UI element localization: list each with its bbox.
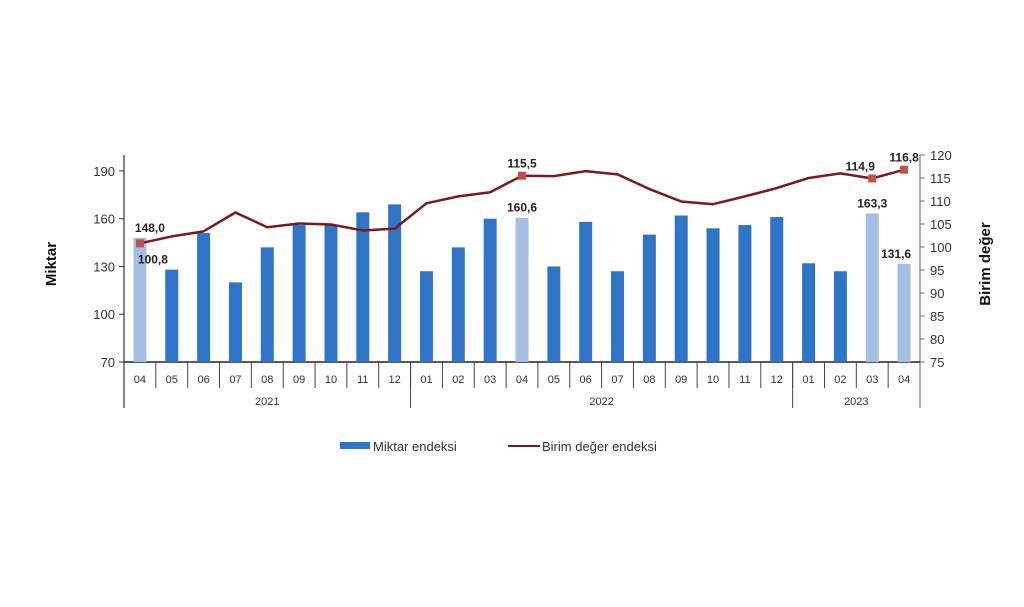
bar <box>165 269 179 362</box>
left-tick-label: 160 <box>93 212 115 227</box>
x-tick-label: 06 <box>580 374 592 386</box>
x-tick-label: 08 <box>261 374 273 386</box>
right-tick-label: 75 <box>930 355 944 370</box>
x-tick-label: 11 <box>357 374 368 386</box>
line-marker <box>868 174 877 183</box>
bar <box>292 225 306 362</box>
x-tick-label: 03 <box>484 374 496 386</box>
left-axis-title: Miktar <box>43 242 60 286</box>
bar <box>356 212 370 362</box>
right-tick-label: 100 <box>930 240 952 255</box>
year-label: 2023 <box>844 396 868 408</box>
x-tick-label: 04 <box>134 374 146 386</box>
x-tick-label: 01 <box>420 374 432 386</box>
right-tick-label: 80 <box>930 332 944 347</box>
bar-data-label: 148,0 <box>135 221 165 235</box>
bar <box>897 263 911 362</box>
x-tick-label: 12 <box>771 374 783 386</box>
left-tick-label: 190 <box>93 164 115 179</box>
bar <box>197 233 211 362</box>
line-data-label: 100,8 <box>138 252 168 266</box>
x-tick-label: 05 <box>548 374 560 386</box>
x-tick-label: 06 <box>197 374 209 386</box>
bar <box>133 237 147 362</box>
right-tick-label: 90 <box>930 286 944 301</box>
line-marker <box>135 239 144 248</box>
legend-label-line: Birim değer endeksi <box>542 439 657 454</box>
x-tick-label: 01 <box>802 374 814 386</box>
right-tick-label: 120 <box>930 148 952 163</box>
bar <box>674 215 688 362</box>
bar <box>260 247 274 362</box>
bar <box>865 213 879 362</box>
legend-label-bar: Miktar endeksi <box>373 439 457 454</box>
x-tick-label: 04 <box>516 374 528 386</box>
x-tick-label: 09 <box>675 374 687 386</box>
x-tick-label: 09 <box>293 374 305 386</box>
bar <box>579 221 593 362</box>
x-tick-label: 02 <box>834 374 846 386</box>
left-tick-label: 100 <box>93 307 115 322</box>
x-tick-label: 02 <box>452 374 464 386</box>
bar <box>388 204 402 362</box>
bar <box>324 225 338 362</box>
bar <box>483 218 497 362</box>
year-label: 2022 <box>589 396 613 408</box>
bar-data-label: 163,3 <box>857 196 887 210</box>
x-tick-label: 07 <box>229 374 241 386</box>
year-label: 2021 <box>255 396 279 408</box>
right-tick-label: 85 <box>930 309 944 324</box>
right-tick-label: 105 <box>930 217 952 232</box>
x-tick-label: 10 <box>707 374 719 386</box>
bar <box>611 271 625 362</box>
x-tick-label: 08 <box>643 374 655 386</box>
line-data-label: 116,8 <box>889 151 919 165</box>
right-tick-label: 95 <box>930 263 944 278</box>
x-tick-label: 11 <box>739 374 750 386</box>
x-tick-label: 03 <box>866 374 878 386</box>
line-marker <box>900 165 909 174</box>
bar <box>802 263 816 362</box>
right-tick-label: 115 <box>930 171 951 186</box>
line-data-label: 114,9 <box>846 159 876 173</box>
bar <box>833 271 847 362</box>
left-tick-label: 130 <box>93 259 115 274</box>
left-tick-label: 70 <box>101 355 115 370</box>
right-axis-title: Birim değer <box>977 222 994 306</box>
bar <box>738 225 752 362</box>
bar <box>228 282 242 362</box>
bar <box>515 217 529 362</box>
legend-swatch-bar <box>340 442 370 449</box>
bar <box>419 271 433 362</box>
bar <box>451 247 465 362</box>
bar-data-label: 160,6 <box>507 201 537 215</box>
bar <box>547 266 561 362</box>
bar-data-label: 131,6 <box>881 247 911 261</box>
x-tick-label: 05 <box>166 374 178 386</box>
x-tick-label: 07 <box>611 374 623 386</box>
bar <box>642 234 656 362</box>
x-tick-label: 12 <box>389 374 401 386</box>
line-marker <box>518 171 526 180</box>
bar <box>706 228 720 362</box>
x-tick-label: 04 <box>898 374 910 386</box>
right-tick-label: 110 <box>930 194 951 209</box>
line-data-label: 115,5 <box>507 157 537 171</box>
bar <box>770 217 784 362</box>
x-tick-label: 10 <box>325 374 337 386</box>
